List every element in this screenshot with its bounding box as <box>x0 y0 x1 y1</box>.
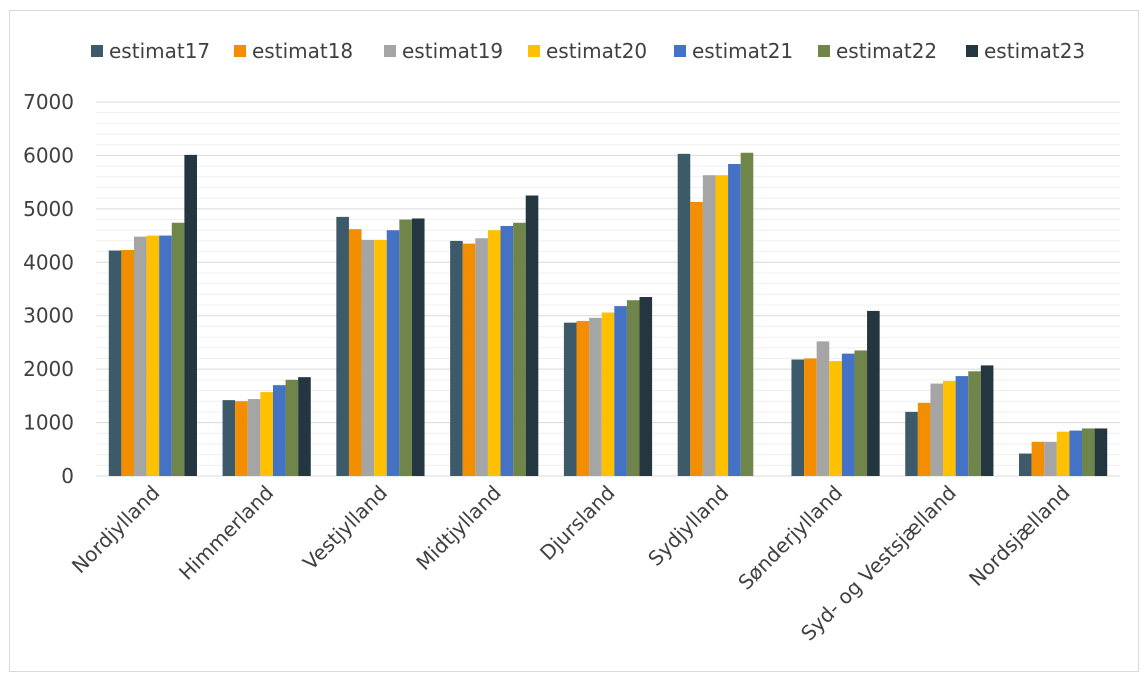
legend-label: estimat21 <box>692 39 793 63</box>
bar-estimat22-5 <box>740 152 754 476</box>
bar-estimat19-4 <box>589 317 602 476</box>
bar-estimat19-2 <box>361 239 375 476</box>
bars <box>108 152 1108 477</box>
bar-estimat18-8 <box>1031 441 1045 476</box>
bar-estimat23-2 <box>411 218 425 476</box>
legend-swatch <box>528 45 540 57</box>
x-category-label: Sønderjylland <box>733 481 847 595</box>
bar-estimat21-0 <box>159 235 172 476</box>
y-tick-label: 1000 <box>23 411 74 435</box>
bar-estimat18-2 <box>348 229 362 476</box>
x-category-label: Nordjylland <box>67 481 165 579</box>
y-tick-label: 4000 <box>23 250 74 274</box>
legend-label: estimat23 <box>984 39 1085 63</box>
bar-estimat23-4 <box>639 297 653 476</box>
bar-estimat21-2 <box>386 230 400 476</box>
bar-estimat22-2 <box>399 219 412 477</box>
bar-estimat23-3 <box>525 195 539 476</box>
y-tick-label: 3000 <box>23 304 74 328</box>
legend-label: estimat19 <box>402 39 503 63</box>
bar-estimat21-3 <box>500 225 514 476</box>
x-category-label: Midtjylland <box>411 481 505 575</box>
legend-swatch <box>384 45 396 57</box>
x-category-label: Himmerland <box>174 481 278 585</box>
bar-estimat20-2 <box>374 239 387 476</box>
x-category-label: Nordsjælland <box>964 481 1074 591</box>
bar-estimat21-8 <box>1069 430 1083 476</box>
legend-label: estimat18 <box>252 39 353 63</box>
bar-estimat18-6 <box>804 358 817 476</box>
bar-estimat18-1 <box>235 401 248 476</box>
bar-estimat17-1 <box>222 400 236 476</box>
bar-estimat23-1 <box>298 377 311 476</box>
legend-swatch <box>674 45 686 57</box>
bar-estimat19-3 <box>475 238 488 476</box>
legend-swatch <box>818 45 830 57</box>
bar-estimat20-3 <box>487 230 501 476</box>
bar-estimat20-5 <box>715 175 729 476</box>
bar-estimat17-2 <box>336 216 349 476</box>
bar-estimat20-6 <box>829 361 842 476</box>
x-category-label: Djursland <box>535 481 619 565</box>
bar-estimat17-5 <box>677 153 691 476</box>
legend-label: estimat20 <box>546 39 647 63</box>
bar-estimat17-8 <box>1019 453 1032 476</box>
bar-estimat18-0 <box>121 249 134 476</box>
bar-estimat23-6 <box>867 310 880 476</box>
y-tick-label: 0 <box>61 464 74 488</box>
bar-estimat21-5 <box>728 163 741 476</box>
bar-estimat18-4 <box>576 321 590 476</box>
bar-estimat17-3 <box>450 240 463 476</box>
bar-estimat21-4 <box>614 306 627 476</box>
bar-estimat17-6 <box>791 359 805 476</box>
bar-estimat17-4 <box>563 322 577 476</box>
bar-estimat18-7 <box>917 402 931 476</box>
bar-estimat17-0 <box>108 250 122 476</box>
bar-estimat19-6 <box>816 341 830 476</box>
bar-estimat22-4 <box>626 300 640 476</box>
bar-estimat20-4 <box>601 312 615 476</box>
bar-estimat19-7 <box>930 383 944 476</box>
bar-estimat23-0 <box>184 154 197 476</box>
legend-swatch <box>966 45 978 57</box>
x-category-label: Vestjylland <box>298 481 392 575</box>
bar-estimat23-8 <box>1094 428 1108 476</box>
bar-estimat19-8 <box>1044 441 1057 476</box>
bar-estimat21-6 <box>841 353 855 476</box>
legend-swatch <box>91 45 103 57</box>
bar-estimat21-7 <box>955 376 969 476</box>
bar-estimat18-3 <box>462 243 476 476</box>
y-tick-label: 2000 <box>23 357 74 381</box>
bar-estimat19-5 <box>702 175 716 476</box>
bar-estimat17-7 <box>905 411 918 476</box>
bar-estimat20-7 <box>943 380 956 476</box>
y-tick-label: 6000 <box>23 143 74 167</box>
bar-estimat20-8 <box>1056 431 1070 476</box>
bar-estimat22-1 <box>285 379 299 476</box>
bar-estimat20-1 <box>260 392 273 476</box>
bar-estimat21-1 <box>272 385 286 476</box>
legend-label: estimat17 <box>109 39 210 63</box>
bar-estimat23-7 <box>980 365 994 476</box>
bar-estimat20-0 <box>146 235 160 476</box>
bar-estimat19-0 <box>133 236 147 476</box>
legend-swatch <box>234 45 246 57</box>
legend: estimat17 estimat18 estimat19 estimat20 esti… <box>91 39 1085 63</box>
y-axis-ticks: 0 1000 2000 3000 4000 5000 6000 7000 <box>23 90 74 488</box>
bar-estimat22-8 <box>1082 428 1095 476</box>
bar-estimat18-5 <box>690 201 703 476</box>
x-axis-categories: Nordjylland Himmerland Vestjylland Midtjyll… <box>67 481 1075 646</box>
y-tick-label: 7000 <box>23 90 74 114</box>
bar-estimat22-3 <box>513 222 526 476</box>
x-category-label: Sydjylland <box>643 481 733 571</box>
bar-estimat19-1 <box>247 399 261 476</box>
bar-estimat22-7 <box>968 371 981 476</box>
bar-estimat22-6 <box>854 350 868 476</box>
bar-estimat22-0 <box>171 222 185 476</box>
legend-label: estimat22 <box>836 39 937 63</box>
y-tick-label: 5000 <box>23 197 74 221</box>
